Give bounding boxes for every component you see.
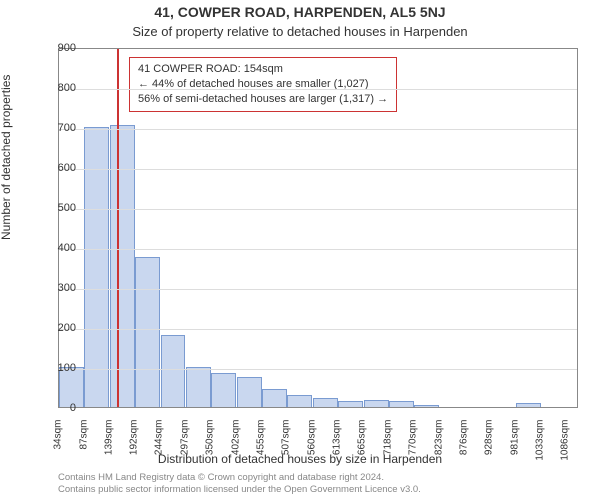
y-tick-label: 0 <box>26 402 76 414</box>
y-axis-label: Number of detached properties <box>0 75 13 240</box>
y-tick-label: 600 <box>26 162 76 174</box>
x-axis-label: Distribution of detached houses by size … <box>0 452 600 466</box>
histogram-bar <box>389 401 414 407</box>
gridline-h <box>59 89 577 90</box>
chart-plot-area: 41 COWPER ROAD: 154sqm ← 44% of detached… <box>58 48 578 408</box>
histogram-bar <box>338 401 363 407</box>
annotation-box: 41 COWPER ROAD: 154sqm ← 44% of detached… <box>129 57 397 112</box>
gridline-h <box>59 169 577 170</box>
annotation-line3: 56% of semi-detached houses are larger (… <box>138 92 388 107</box>
histogram-bar <box>364 400 389 407</box>
footer-line2: Contains public sector information licen… <box>58 484 421 496</box>
histogram-bar <box>211 373 236 407</box>
y-tick-label: 200 <box>26 322 76 334</box>
gridline-h <box>59 289 577 290</box>
histogram-bar <box>237 377 262 407</box>
y-tick-label: 800 <box>26 82 76 94</box>
page-title: 41, COWPER ROAD, HARPENDEN, AL5 5NJ <box>0 4 600 20</box>
histogram-bar <box>262 389 287 407</box>
gridline-h <box>59 129 577 130</box>
y-tick-label: 700 <box>26 122 76 134</box>
footer-attribution: Contains HM Land Registry data © Crown c… <box>58 472 421 496</box>
footer-line1: Contains HM Land Registry data © Crown c… <box>58 472 421 484</box>
gridline-h <box>59 369 577 370</box>
annotation-line1: 41 COWPER ROAD: 154sqm <box>138 62 388 77</box>
page-subtitle: Size of property relative to detached ho… <box>0 24 600 39</box>
histogram-bar <box>110 125 135 407</box>
histogram-bar <box>135 257 160 407</box>
y-tick-label: 900 <box>26 42 76 54</box>
histogram-bar <box>186 367 211 407</box>
y-tick-label: 500 <box>26 202 76 214</box>
marker-line <box>117 49 119 407</box>
histogram-bar <box>287 395 312 407</box>
histogram-bar <box>313 398 338 407</box>
y-tick-label: 300 <box>26 282 76 294</box>
y-tick-label: 100 <box>26 362 76 374</box>
histogram-bar <box>161 335 186 407</box>
histogram-bar <box>414 405 439 407</box>
gridline-h <box>59 209 577 210</box>
histogram-bar <box>516 403 541 407</box>
gridline-h <box>59 329 577 330</box>
y-tick-label: 400 <box>26 242 76 254</box>
gridline-h <box>59 249 577 250</box>
